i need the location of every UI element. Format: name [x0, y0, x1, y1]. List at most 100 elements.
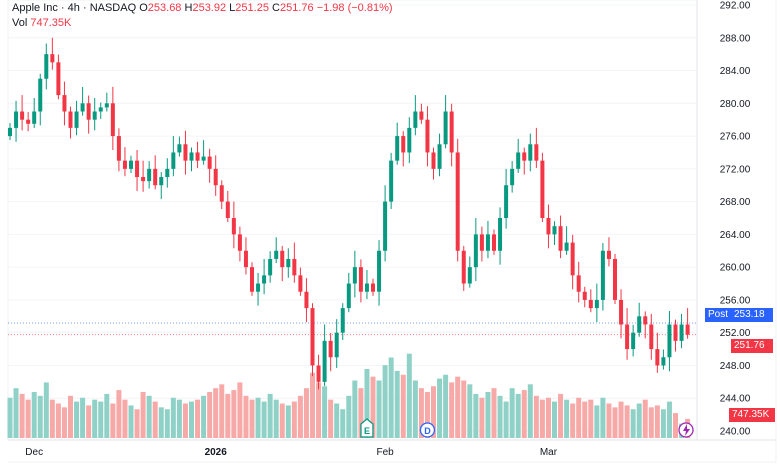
candle-body — [516, 152, 521, 169]
close-value: 251.76 — [279, 2, 314, 14]
candle-body — [237, 234, 242, 251]
candle-body — [504, 185, 509, 218]
candle-body — [364, 283, 369, 292]
candle-body — [183, 144, 188, 161]
time-tick-label: 2026 — [205, 447, 228, 458]
candle-body — [552, 226, 557, 235]
candle-body — [159, 177, 164, 186]
volume-bar — [243, 395, 249, 438]
volume-bar — [13, 388, 19, 438]
volume-bar — [473, 393, 479, 438]
candle-body — [147, 168, 152, 182]
candle-body — [316, 365, 321, 382]
candle-body — [522, 152, 527, 161]
volume-bar — [61, 407, 67, 438]
volume-bar — [68, 395, 73, 438]
volume-bar — [297, 395, 303, 438]
candle-body — [419, 111, 424, 120]
candle-body — [643, 316, 648, 325]
candle-body — [280, 250, 285, 268]
volume-bar — [552, 401, 557, 438]
volume-bar — [388, 357, 394, 438]
candle-body — [122, 160, 127, 169]
volume-bar — [219, 384, 225, 438]
volume-bar — [660, 409, 666, 438]
interval[interactable]: 4h — [67, 2, 80, 14]
candle-body — [673, 324, 678, 341]
volume-bar — [122, 399, 128, 438]
symbol-legend: Apple Inc · 4h · NASDAQ O253.68 H253.92 … — [12, 2, 393, 15]
volume-bar — [648, 407, 654, 438]
candle-body — [110, 103, 115, 137]
volume-bar — [37, 395, 43, 438]
price-tick-label: 264.00 — [720, 230, 751, 241]
volume-bar — [237, 382, 243, 438]
price-tick-label: 260.00 — [720, 263, 751, 274]
volume-tag: 747.35K — [729, 408, 775, 422]
dividend-marker-icon[interactable] — [419, 422, 436, 438]
candle-body — [116, 136, 121, 161]
volume-bar — [358, 388, 364, 438]
price-tick-label: 268.00 — [720, 197, 751, 208]
volume-bar — [600, 397, 606, 438]
plot-frame — [7, 0, 698, 441]
candle-body — [14, 111, 19, 128]
volume-bar — [461, 380, 467, 438]
candle-body — [401, 136, 406, 153]
candle-body — [129, 160, 133, 169]
low-value: 251.25 — [235, 2, 269, 14]
volume-bar — [316, 382, 322, 438]
volume-bar — [328, 399, 334, 438]
volume-bar — [642, 399, 648, 438]
candle-body — [8, 127, 12, 137]
candle-body — [135, 160, 140, 178]
candle-body — [268, 258, 273, 276]
volume-bar — [533, 395, 539, 438]
open-value: 253.68 — [147, 2, 182, 14]
candle-body — [322, 340, 327, 382]
candle-body — [62, 95, 67, 112]
price-tick-label: 292.00 — [720, 1, 751, 12]
volume-bar — [98, 401, 104, 438]
volume-bar — [176, 399, 182, 438]
price-tick-label: 276.00 — [720, 132, 751, 143]
earnings-marker-letter: E — [364, 426, 370, 436]
candle-body — [594, 299, 599, 309]
candle-body — [407, 127, 412, 153]
candle-body — [20, 111, 25, 120]
volume-bar — [545, 397, 551, 438]
candle-body — [479, 234, 484, 251]
volume-bar — [170, 397, 176, 438]
candle-body — [667, 324, 672, 358]
candle-body — [340, 308, 345, 333]
volume-bar — [249, 399, 255, 438]
candle-body — [292, 258, 297, 276]
candle-body — [485, 234, 490, 251]
volume-bar — [636, 403, 642, 438]
post-market-label: Post — [705, 308, 732, 323]
earnings-marker-icon[interactable] — [360, 418, 374, 438]
volume-label: Vol — [12, 17, 28, 29]
volume-bar — [128, 405, 134, 438]
volume-bar — [515, 393, 521, 438]
candle-body — [546, 218, 551, 235]
candle-body — [473, 234, 478, 268]
price-tick-label: 280.00 — [720, 99, 751, 110]
candle-body — [165, 168, 170, 178]
candle-body — [207, 156, 212, 169]
price-tick-label: 272.00 — [720, 164, 751, 175]
volume-bar — [431, 386, 436, 438]
volume-bar — [110, 403, 116, 438]
volume-bar — [594, 405, 600, 438]
candle-body — [534, 144, 539, 161]
volume-bar — [80, 397, 86, 438]
volume-bar — [588, 399, 594, 438]
candle-body — [38, 78, 43, 112]
volume-bar — [437, 378, 443, 438]
volume-bar — [164, 409, 170, 438]
volume-bar — [624, 405, 630, 438]
volume-bar — [394, 370, 400, 438]
candle-body — [558, 226, 563, 251]
candle-body — [425, 119, 430, 153]
